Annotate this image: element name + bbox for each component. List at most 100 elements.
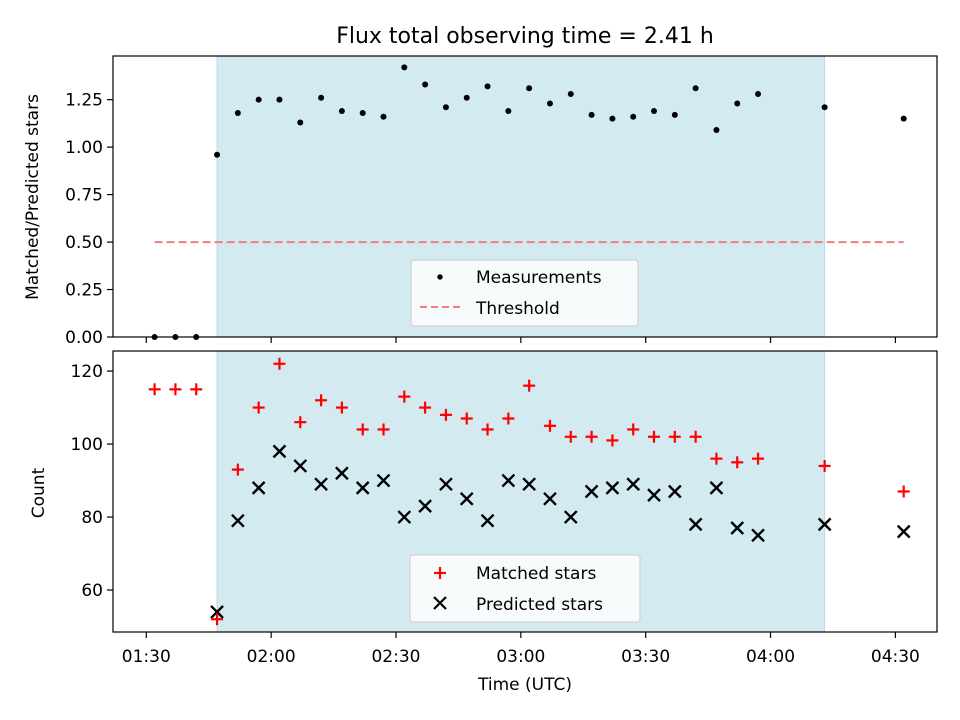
top-ytick-label: 1.00 xyxy=(65,138,103,158)
matched-point xyxy=(211,613,224,626)
measurement-point xyxy=(609,115,616,122)
measurement-point xyxy=(734,100,741,107)
matched-point xyxy=(169,383,182,396)
predicted-point xyxy=(501,473,516,488)
matched-point xyxy=(273,357,286,370)
bottom-xlabel: Time (UTC) xyxy=(477,675,572,695)
matched-point xyxy=(731,456,744,469)
top-ytick-label: 0.75 xyxy=(65,186,103,206)
bottom-xtick-label: 01:30 xyxy=(122,647,171,667)
matched-point xyxy=(752,452,765,465)
predicted-point xyxy=(314,477,328,492)
legend-predicted-marker xyxy=(433,596,447,610)
matched-point xyxy=(398,390,411,403)
matched-point xyxy=(294,416,307,429)
predicted-point xyxy=(230,513,245,528)
predicted-point xyxy=(563,510,578,524)
measurement-point xyxy=(671,111,678,118)
matched-point xyxy=(190,383,203,396)
bottom-xtick-label: 04:30 xyxy=(871,647,920,667)
measurement-point xyxy=(546,100,553,107)
matched-point xyxy=(564,430,577,443)
measurement-point xyxy=(567,90,574,97)
measurement-point xyxy=(255,96,262,103)
matched-point xyxy=(648,430,661,443)
measurement-point xyxy=(338,108,345,115)
predicted-point xyxy=(543,491,557,506)
chart-title: Flux total observing time = 2.41 h xyxy=(336,24,714,49)
predicted-point xyxy=(522,477,537,492)
predicted-point xyxy=(751,528,765,543)
predicted-point xyxy=(459,491,474,506)
matched-point xyxy=(377,423,390,436)
predicted-point xyxy=(667,484,682,499)
top-ytick-label: 1.25 xyxy=(65,91,103,111)
legend-measurements-marker xyxy=(437,274,443,280)
matched-point xyxy=(356,423,369,436)
predicted-point xyxy=(647,488,661,502)
legend-threshold-label: Threshold xyxy=(475,299,560,319)
bottom-ytick-label: 120 xyxy=(71,362,103,382)
matched-point xyxy=(897,485,910,498)
bottom-xtick-label: 03:30 xyxy=(621,647,670,667)
bottom-legend: Matched stars Predicted stars xyxy=(409,554,641,623)
top-ytick-label: 0.00 xyxy=(65,328,103,348)
matched-point xyxy=(668,430,681,443)
top-ylabel: Matched/Predicted stars xyxy=(23,94,43,300)
matched-point xyxy=(627,423,640,436)
predicted-point xyxy=(584,484,599,499)
bottom-xtick-label: 02:00 xyxy=(247,647,296,667)
measurement-point xyxy=(630,113,637,120)
measurement-point xyxy=(651,108,658,115)
legend-measurements-label: Measurements xyxy=(476,268,602,288)
matched-point xyxy=(460,412,473,425)
measurement-point xyxy=(442,104,449,111)
matched-point xyxy=(523,379,536,392)
predicted-point xyxy=(335,466,349,481)
predicted-point xyxy=(376,473,391,488)
predicted-point xyxy=(605,481,620,495)
predicted-point xyxy=(626,477,641,492)
predicted-point xyxy=(730,521,745,535)
measurement-point xyxy=(297,119,304,126)
measurement-point xyxy=(755,90,762,97)
measurement-point xyxy=(359,109,366,116)
measurement-point xyxy=(713,127,720,134)
matched-point xyxy=(419,401,432,414)
bottom-axes-frame xyxy=(112,350,938,633)
predicted-point xyxy=(355,481,370,495)
measurement-point xyxy=(276,96,283,103)
predicted-point xyxy=(251,481,266,495)
matched-point xyxy=(502,412,515,425)
measurement-point xyxy=(900,115,907,122)
matched-point xyxy=(606,434,619,447)
matched-point xyxy=(481,423,494,436)
legend-matched-label: Matched stars xyxy=(476,564,596,584)
bottom-ytick-label: 100 xyxy=(71,435,103,455)
matched-point xyxy=(439,408,452,421)
bottom-ytick-label: 80 xyxy=(81,508,103,528)
matched-point xyxy=(689,430,702,443)
top-panel: 0.00 0.25 0.50 0.75 1.00 1.25 Matched/Predict… xyxy=(23,55,938,348)
predicted-point xyxy=(688,517,703,532)
measurement-point xyxy=(401,64,408,71)
matched-point xyxy=(252,401,265,414)
measurement-point xyxy=(588,111,595,118)
matched-point xyxy=(818,459,831,472)
bottom-ytick-label: 60 xyxy=(81,581,103,601)
top-ytick-label: 0.25 xyxy=(65,281,103,301)
top-axes-frame xyxy=(112,55,938,338)
measurement-point xyxy=(214,151,221,158)
measurement-point xyxy=(380,113,387,120)
matched-point xyxy=(710,452,723,465)
top-legend: Measurements Threshold xyxy=(410,259,639,327)
matched-point xyxy=(148,383,161,396)
measurement-point xyxy=(422,81,429,88)
predicted-point xyxy=(817,517,832,532)
measurement-point xyxy=(821,104,828,111)
bottom-ylabel: Count xyxy=(29,467,49,518)
legend-matched-marker xyxy=(434,567,446,579)
predicted-point xyxy=(896,524,911,539)
bottom-panel: 60 80 100 120 01:30 02:00 02:30 03:00 03:30 04:0… xyxy=(29,350,938,695)
matched-point xyxy=(315,394,328,407)
